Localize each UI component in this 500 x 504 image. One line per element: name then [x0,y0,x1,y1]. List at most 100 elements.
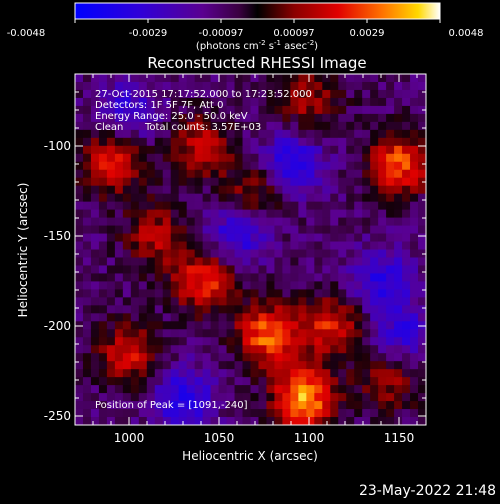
heatmap-cell [330,393,339,402]
heatmap-cell [146,289,156,298]
heatmap-cell [258,241,267,250]
heatmap-cell [322,361,331,370]
heatmap-cell [178,129,188,139]
heatmap-cell [242,353,251,362]
heatmap-cell [322,193,331,203]
heatmap-cell [90,81,100,91]
heatmap-cell [274,353,283,362]
heatmap-cell [130,369,140,378]
heatmap-cell [298,329,307,338]
heatmap-cell [266,321,275,330]
heatmap-cell [90,177,100,187]
heatmap-cell [258,161,267,171]
heatmap-cell [90,113,100,123]
heatmap-cell [410,169,419,179]
heatmap-cell [330,209,339,218]
heatmap-cell [98,369,108,378]
heatmap-cell [298,185,307,195]
heatmap-cell [194,369,204,378]
heatmap-cell [298,129,307,139]
heatmap-cell [90,313,100,322]
heatmap-cell [202,289,212,298]
heatmap-cell [202,209,212,218]
heatmap-cell [75,289,84,298]
heatmap-cell [282,289,291,298]
heatmap-cell [370,113,379,123]
heatmap-cell [98,217,108,226]
heatmap-cell [274,265,283,274]
heatmap-cell [298,353,307,362]
heatmap-cell [138,249,148,258]
heatmap-cell [242,185,251,195]
heatmap-cell [378,337,387,346]
heatmap-cell [234,321,243,330]
heatmap-cell [242,409,251,418]
heatmap-cell [234,369,243,378]
heatmap-cell [370,377,379,386]
heatmap-cell [122,345,132,354]
heatmap-cell [170,409,180,418]
heatmap-cell [75,121,84,131]
heatmap-cell [330,241,339,250]
heatmap-cell [234,145,243,155]
heatmap-cell [178,385,188,394]
heatmap-cell [138,113,148,123]
heatmap-cell [122,401,132,410]
heatmap-cell [122,329,132,338]
heatmap-cell [402,97,411,107]
heatmap-cell [354,129,363,139]
heatmap-cell [202,329,212,338]
heatmap-cell [170,265,180,274]
heatmap-cell [90,369,100,378]
heatmap-cell [250,385,259,394]
heatmap-cell [258,225,267,234]
heatmap-cell [322,305,331,314]
heatmap-cell [226,289,235,298]
heatmap-cell [362,177,371,187]
heatmap-cell [202,169,212,179]
heatmap-cell [418,273,427,282]
heatmap-cell [378,225,387,234]
heatmap-cell [338,193,347,203]
heatmap-cell [314,169,323,179]
heatmap-cell [266,185,275,195]
heatmap-cell [202,265,212,274]
heatmap-cell [154,74,164,83]
heatmap-cell [130,265,140,274]
heatmap-cell [226,417,235,426]
heatmap-cell [226,281,235,290]
heatmap-cell [114,305,124,314]
heatmap-cell [290,225,299,234]
heatmap-cell [322,113,331,123]
heatmap-cell [402,225,411,234]
heatmap-cell [394,105,403,115]
heatmap-cell [154,361,164,370]
heatmap-cell [410,273,419,282]
heatmap-cell [82,185,92,195]
heatmap-cell [322,241,331,250]
heatmap-cell [186,369,196,378]
heatmap-cell [90,121,100,131]
heatmap-cell [338,417,347,426]
heatmap-cell [202,273,212,282]
heatmap-cell [362,241,371,250]
heatmap-cell [402,121,411,131]
heatmap-cell [98,393,108,402]
heatmap-cell [378,377,387,386]
heatmap-cell [418,137,427,147]
heatmap-cell [114,361,124,370]
heatmap-cell [298,417,307,426]
heatmap-cell [146,249,156,258]
heatmap-cell [90,129,100,139]
heatmap-cell [82,81,92,91]
heatmap-cell [114,273,124,282]
heatmap-cell [82,137,92,147]
heatmap-cell [194,345,204,354]
heatmap-cell [282,321,291,330]
heatmap-cell [146,393,156,402]
heatmap-cell [386,129,395,139]
heatmap-cell [138,257,148,266]
heatmap-cell [226,177,235,187]
heatmap-cell [322,177,331,187]
heatmap-cell [162,417,172,426]
